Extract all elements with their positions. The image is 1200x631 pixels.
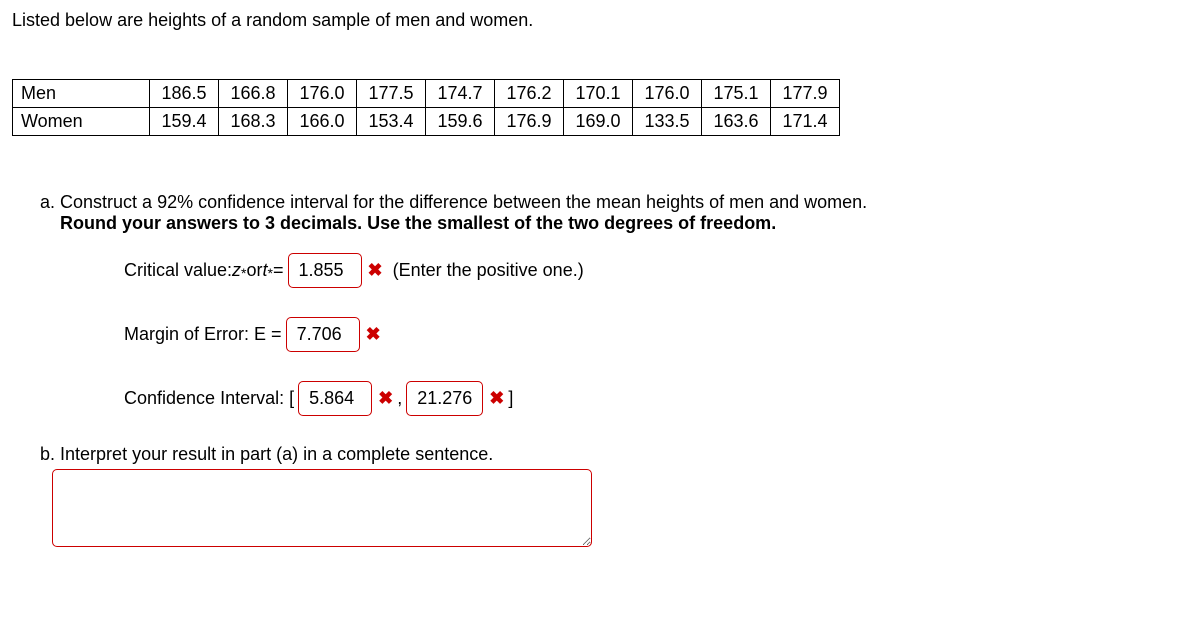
cell: 133.5 — [633, 108, 702, 136]
cell: 174.7 — [426, 80, 495, 108]
cell: 153.4 — [357, 108, 426, 136]
cell: 166.8 — [219, 80, 288, 108]
incorrect-icon: ✖ — [378, 388, 393, 409]
cell: 159.4 — [150, 108, 219, 136]
incorrect-icon: ✖ — [368, 260, 383, 281]
cell: 186.5 — [150, 80, 219, 108]
cell: 159.6 — [426, 108, 495, 136]
part-b-text: Interpret your result in part (a) in a c… — [60, 444, 493, 464]
row-label-men: Men — [13, 80, 150, 108]
cell: 176.0 — [288, 80, 357, 108]
t-star: * — [268, 265, 273, 281]
critical-label: Critical value: — [124, 260, 232, 281]
ci-comma: , — [397, 388, 402, 409]
margin-label: Margin of Error: E = — [124, 324, 282, 345]
part-a-text2: Round your answers to 3 decimals. Use th… — [60, 213, 776, 233]
equals: = — [273, 260, 284, 281]
table-row: Men 186.5 166.8 176.0 177.5 174.7 176.2 … — [13, 80, 840, 108]
z-star: * — [241, 265, 246, 281]
ci-label: Confidence Interval: [ — [124, 388, 294, 409]
part-a-text1: Construct a 92% confidence interval for … — [60, 192, 867, 212]
margin-error-row: Margin of Error: E = 7.706 ✖ — [124, 316, 1188, 352]
cell: 177.5 — [357, 80, 426, 108]
incorrect-icon: ✖ — [366, 324, 381, 345]
part-a-question: a. Construct a 92% confidence interval f… — [40, 192, 1188, 234]
cell: 166.0 — [288, 108, 357, 136]
intro-text: Listed below are heights of a random sam… — [12, 10, 1188, 31]
part-b: b. Interpret your result in part (a) in … — [40, 444, 1188, 547]
part-b-letter: b. — [40, 444, 55, 464]
table-row: Women 159.4 168.3 166.0 153.4 159.6 176.… — [13, 108, 840, 136]
critical-value-row: Critical value: z* or t* = 1.855 ✖ (Ente… — [124, 252, 1188, 288]
cell: 170.1 — [564, 80, 633, 108]
critical-value-input[interactable]: 1.855 — [288, 253, 362, 288]
ci-close-bracket: ] — [508, 388, 513, 409]
cell: 171.4 — [771, 108, 840, 136]
part-a-letter: a. — [40, 192, 55, 212]
cell: 176.9 — [495, 108, 564, 136]
cell: 163.6 — [702, 108, 771, 136]
cell: 175.1 — [702, 80, 771, 108]
cell: 169.0 — [564, 108, 633, 136]
cell: 168.3 — [219, 108, 288, 136]
part-a: a. Construct a 92% confidence interval f… — [40, 192, 1188, 416]
critical-hint: (Enter the positive one.) — [393, 260, 584, 281]
incorrect-icon: ✖ — [489, 388, 504, 409]
confidence-interval-row: Confidence Interval: [ 5.864 ✖ , 21.276 … — [124, 380, 1188, 416]
z-symbol: z — [232, 260, 241, 281]
row-label-women: Women — [13, 108, 150, 136]
interpretation-input[interactable] — [52, 469, 592, 547]
heights-table: Men 186.5 166.8 176.0 177.5 174.7 176.2 … — [12, 79, 840, 136]
cell: 177.9 — [771, 80, 840, 108]
ci-low-input[interactable]: 5.864 — [298, 381, 372, 416]
margin-error-input[interactable]: 7.706 — [286, 317, 360, 352]
or-text: or — [247, 260, 263, 281]
ci-high-input[interactable]: 21.276 — [406, 381, 483, 416]
cell: 176.0 — [633, 80, 702, 108]
cell: 176.2 — [495, 80, 564, 108]
